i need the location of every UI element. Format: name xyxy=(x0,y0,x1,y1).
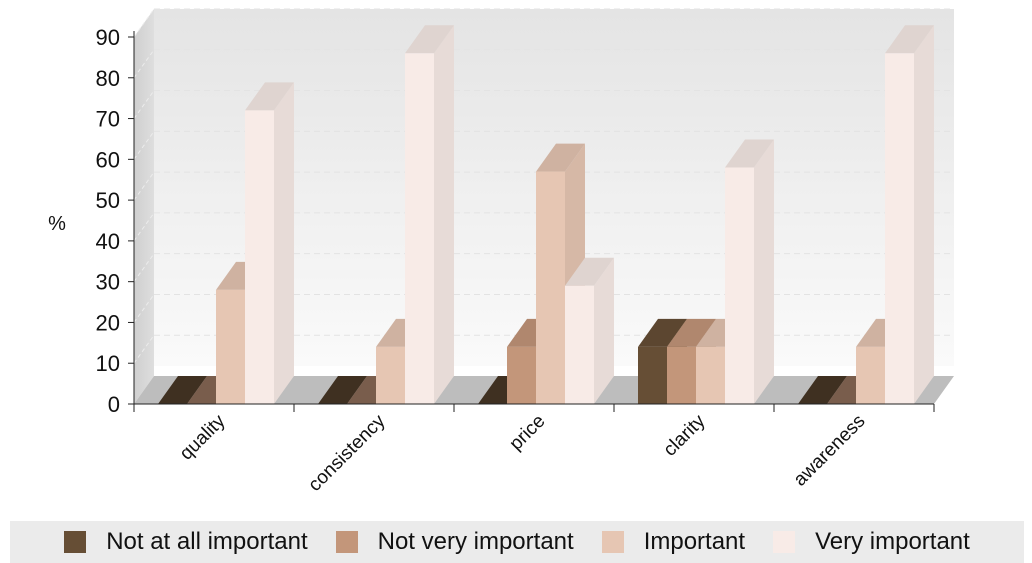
gridline-side xyxy=(133,131,155,160)
bar-side xyxy=(434,25,454,405)
bar-top xyxy=(885,25,934,54)
legend-item: Not very important xyxy=(335,528,574,556)
x-tick-label: price xyxy=(506,411,550,455)
legend-item: Important xyxy=(601,528,746,556)
bar-front xyxy=(565,285,594,404)
y-axis-label: % xyxy=(48,213,66,235)
y-tick-label: 50 xyxy=(96,188,120,213)
y-tick-label: 60 xyxy=(96,147,120,172)
x-tick-label: quality xyxy=(176,410,230,464)
bar-side xyxy=(274,82,294,405)
legend-item: Very important xyxy=(773,528,970,556)
y-tick-label: 80 xyxy=(96,66,120,91)
bars xyxy=(158,25,934,405)
legend-swatch xyxy=(335,531,358,553)
gridline-side xyxy=(133,171,155,201)
bar-top xyxy=(798,376,847,404)
bar xyxy=(405,25,454,405)
bar-front xyxy=(667,346,696,404)
bar xyxy=(245,82,294,405)
bar xyxy=(158,376,207,404)
bar-front xyxy=(638,346,667,404)
bar-top xyxy=(638,318,687,347)
legend: Not at all important Not very important Im… xyxy=(10,521,1024,563)
bar-front xyxy=(216,289,245,404)
y-tick-label: 90 xyxy=(96,25,120,50)
bar-top xyxy=(245,82,294,111)
bar-side xyxy=(914,25,934,405)
y-tick-label: 20 xyxy=(96,310,120,335)
bar-side xyxy=(594,257,614,404)
bar-front xyxy=(856,346,885,404)
bar-front xyxy=(376,346,405,404)
bar-top xyxy=(565,257,614,286)
y-tick-label: 30 xyxy=(96,270,120,295)
bar-top xyxy=(158,376,207,404)
legend-label: Not at all important xyxy=(106,528,308,555)
gridline-side xyxy=(133,8,155,38)
bar xyxy=(565,257,614,404)
legend-label: Important xyxy=(643,528,746,555)
bar-front xyxy=(245,110,274,405)
y-tick-label: 0 xyxy=(108,392,120,417)
bar-top xyxy=(318,376,367,404)
bar xyxy=(318,376,367,404)
side-wall xyxy=(134,9,154,404)
legend-swatch xyxy=(773,531,796,553)
gridline-side xyxy=(133,334,155,364)
bar-top xyxy=(667,318,716,347)
bar-top xyxy=(405,25,454,54)
bar-chart: 0 10 20 30 40 50 60 70 80 90 quality consistency pri… xyxy=(48,8,954,496)
bar-top xyxy=(725,139,774,168)
bar xyxy=(798,376,847,404)
gridline-side xyxy=(133,294,155,323)
y-tick-label: 10 xyxy=(96,351,120,376)
bar-front xyxy=(405,53,434,405)
legend-label: Not very important xyxy=(377,528,574,555)
bar xyxy=(885,25,934,405)
bar-front xyxy=(536,171,565,404)
bar xyxy=(725,139,774,404)
bar-front xyxy=(507,346,536,404)
legend-swatch xyxy=(601,531,624,553)
gridline-side xyxy=(133,212,155,242)
gridline-side xyxy=(133,90,155,119)
y-tick-label: 70 xyxy=(96,107,120,132)
y-tick-label: 40 xyxy=(96,229,120,254)
bar-front xyxy=(696,346,725,404)
bar-front xyxy=(885,53,914,405)
legend-item: Not at all important xyxy=(64,528,308,556)
x-tick-label: clarity xyxy=(660,410,710,460)
legend-swatch xyxy=(64,531,87,553)
legend-label: Very important xyxy=(815,528,970,555)
gridline-side xyxy=(133,253,155,282)
gridline-side xyxy=(133,49,155,79)
x-tick-label: consistency xyxy=(304,410,389,495)
bar-front xyxy=(725,167,754,404)
bar-side xyxy=(754,139,774,404)
bar-top xyxy=(536,143,585,172)
x-tick-label: awareness xyxy=(790,411,870,491)
